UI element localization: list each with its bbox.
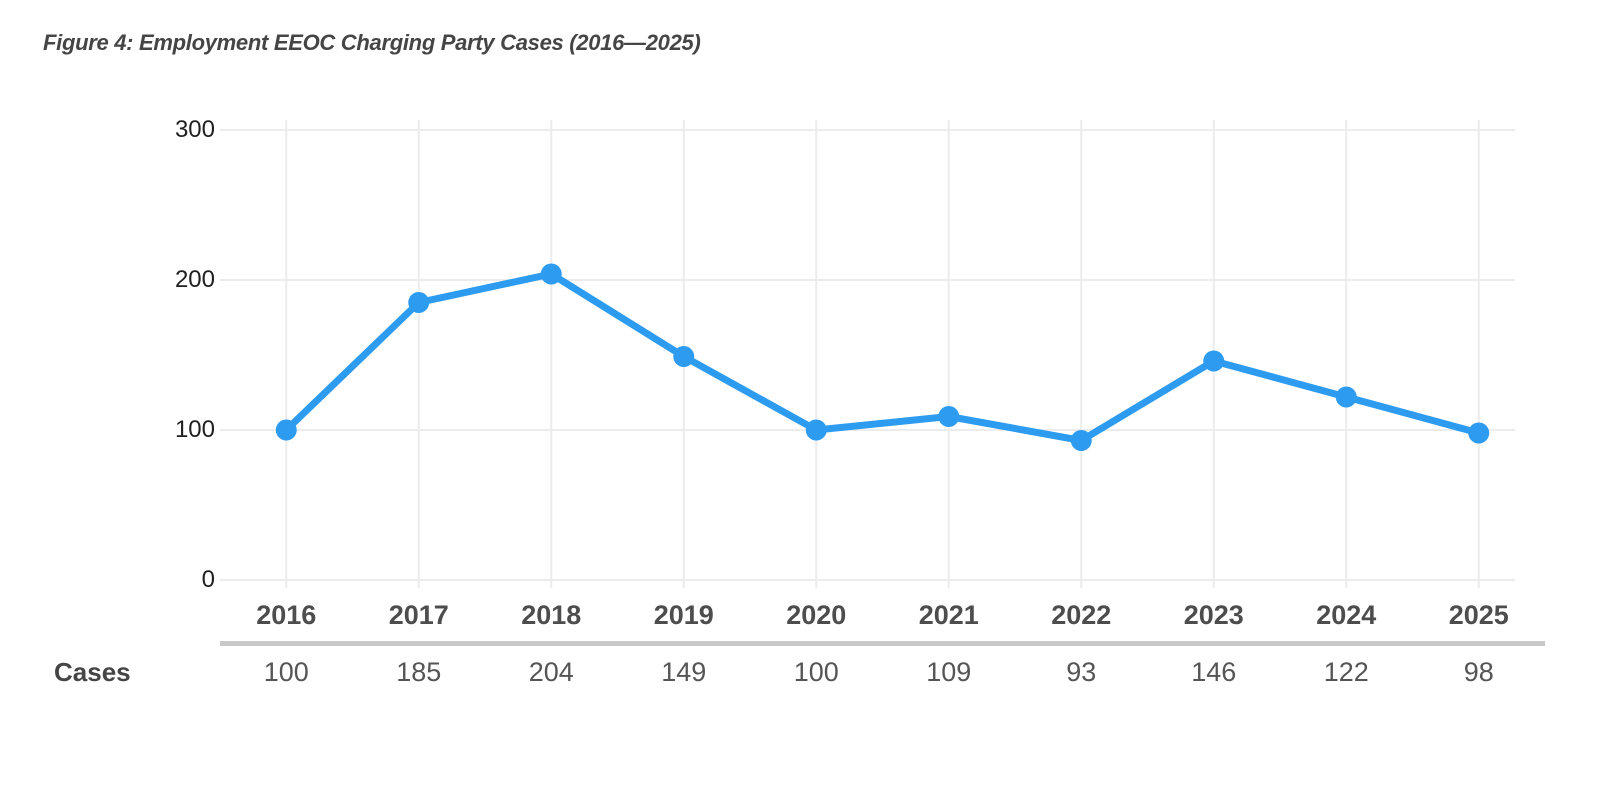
x-axis-label-2025: 2025 — [1448, 600, 1509, 630]
data-point-2025 — [1468, 422, 1490, 444]
series-line-cases — [282, 270, 1483, 444]
data-point-2017 — [408, 292, 430, 313]
data-point-2023 — [1203, 350, 1225, 372]
x-axis-label-2024: 2024 — [1316, 600, 1377, 630]
table-value-2024: 122 — [1323, 657, 1369, 687]
x-axis-label-2020: 2020 — [786, 600, 847, 630]
table-value-2020: 100 — [793, 657, 839, 687]
x-axis-label-2018: 2018 — [521, 600, 582, 630]
x-axis-label-2019: 2019 — [653, 600, 714, 630]
data-table-values-row: 100 185 204 149 100 109 93 146 122 98 — [220, 657, 1545, 687]
y-axis-tick-label: 300 — [174, 116, 215, 143]
table-row-label-cases: Cases — [54, 657, 131, 687]
y-axis-tick-label: 200 — [174, 266, 215, 293]
data-point-2022 — [1070, 430, 1092, 451]
x-axis-label-2023: 2023 — [1183, 600, 1244, 630]
x-axis-label-2016: 2016 — [256, 600, 317, 630]
x-axis-label-2022: 2022 — [1051, 600, 1112, 630]
line-chart-plot-area — [220, 120, 1515, 588]
data-point-2016 — [275, 419, 297, 441]
table-value-2017: 185 — [396, 657, 442, 687]
x-axis-label-2017: 2017 — [388, 600, 449, 630]
table-divider-rule — [220, 641, 1545, 646]
table-value-2022: 93 — [1066, 657, 1097, 687]
table-value-2016: 100 — [263, 657, 309, 687]
y-axis-tick-label: 0 — [201, 566, 215, 593]
table-value-2021: 109 — [926, 657, 972, 687]
data-point-2018 — [540, 263, 562, 285]
table-value-2025: 98 — [1463, 657, 1494, 687]
data-point-2020 — [805, 419, 827, 441]
y-axis-tick-label: 100 — [174, 416, 215, 443]
x-axis-labels-row: 2016 2017 2018 2019 2020 2021 2022 2023 2024 2025 — [220, 600, 1545, 630]
table-value-2019: 149 — [661, 657, 707, 687]
data-point-2021 — [938, 406, 960, 427]
figure-title: Figure 4: Employment EEOC Charging Party… — [43, 30, 701, 55]
x-axis-label-2021: 2021 — [918, 600, 979, 630]
table-value-2023: 146 — [1191, 657, 1237, 687]
table-value-2018: 204 — [528, 657, 574, 687]
data-point-2019 — [673, 346, 695, 367]
data-point-2024 — [1335, 386, 1357, 408]
